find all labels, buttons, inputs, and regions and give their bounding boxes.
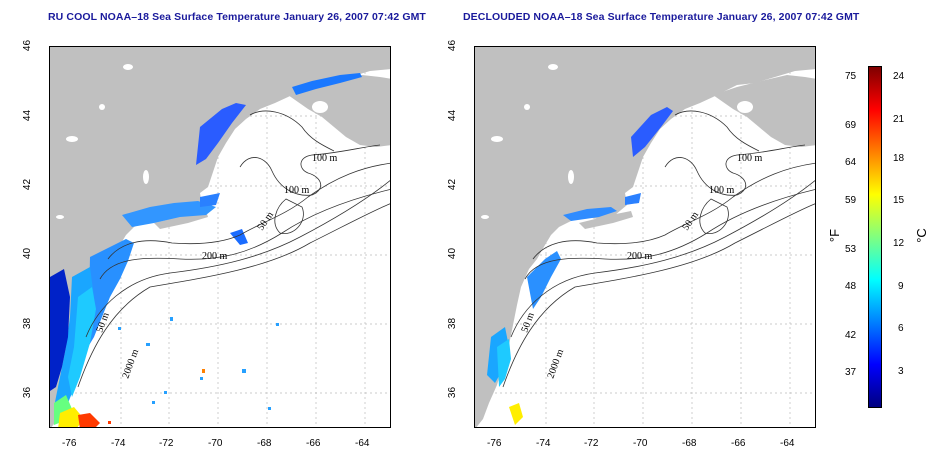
x-tick-label: -76: [487, 438, 502, 449]
y-tick-label: 40: [22, 247, 34, 260]
f-tick-label: 48: [845, 281, 857, 292]
contour-label: 200 m: [202, 251, 228, 262]
fahrenheit-unit-label: °F: [827, 228, 843, 243]
x-tick-label: -66: [731, 438, 746, 449]
x-tick-label: -74: [111, 438, 126, 449]
x-tick-label: -64: [355, 438, 370, 449]
f-tick-label: 69: [845, 120, 857, 131]
y-tick-label: 44: [447, 109, 459, 122]
contour-label: 2000 m: [545, 348, 566, 380]
y-tick-label: 36: [447, 386, 459, 399]
x-tick-label: -70: [208, 438, 223, 449]
right-map-title: DECLOUDED NOAA–18 Sea Surface Temperatur…: [463, 11, 860, 23]
x-tick-label: -72: [159, 438, 174, 449]
y-tick-label: 42: [447, 178, 459, 191]
x-tick-label: -68: [257, 438, 272, 449]
right-map-svg: 100 m 100 m 50 m 200 m 50 m 2000 m: [475, 47, 815, 427]
f-tick-label: 53: [845, 244, 857, 255]
y-tick-label: 46: [447, 39, 459, 52]
y-tick-label: 38: [447, 317, 459, 330]
y-tick-label: 42: [22, 178, 34, 191]
left-nova-scotia: [288, 75, 390, 147]
y-tick-label: 44: [22, 109, 34, 122]
x-tick-label: -76: [62, 438, 77, 449]
left-map-title: RU COOL NOAA–18 Sea Surface Temperature …: [48, 11, 426, 23]
x-tick-label: -66: [306, 438, 321, 449]
x-tick-label: -70: [633, 438, 648, 449]
left-lakes: [56, 64, 328, 219]
f-tick-label: 64: [845, 157, 857, 168]
c-tick-label: 9: [898, 281, 904, 292]
c-tick-label: 3: [898, 366, 904, 377]
right-long-island: [579, 211, 633, 229]
y-tick-label: 40: [447, 247, 459, 260]
c-tick-label: 18: [893, 153, 905, 164]
c-tick-label: 24: [893, 71, 905, 82]
celsius-unit-label: °C: [913, 228, 929, 243]
x-tick-label: -64: [780, 438, 795, 449]
contour-label: 100 m: [312, 153, 338, 164]
y-tick-label: 36: [22, 386, 34, 399]
x-tick-label: -68: [682, 438, 697, 449]
c-tick-label: 6: [898, 323, 904, 334]
contour-label: 100 m: [709, 185, 735, 196]
left-map-svg: 100 m 100 m 50 m 200 m 50 m 2000 m: [50, 47, 390, 427]
left-map-panel: 100 m 100 m 50 m 200 m 50 m 2000 m: [49, 46, 391, 428]
right-lakes: [481, 64, 753, 219]
y-tick-label: 38: [22, 317, 34, 330]
right-nova-scotia: [713, 75, 815, 147]
contour-label: 100 m: [284, 185, 310, 196]
f-tick-label: 42: [845, 330, 857, 341]
contour-label: 200 m: [627, 251, 653, 262]
right-contours: [502, 110, 815, 388]
x-tick-label: -72: [584, 438, 599, 449]
right-map-panel: 100 m 100 m 50 m 200 m 50 m 2000 m: [474, 46, 816, 428]
left-sst-data: [50, 73, 362, 427]
f-tick-label: 59: [845, 195, 857, 206]
y-tick-label: 46: [22, 39, 34, 52]
c-tick-label: 15: [893, 195, 905, 206]
f-tick-label: 75: [845, 71, 857, 82]
contour-label: 50 m: [255, 210, 276, 233]
x-tick-label: -74: [536, 438, 551, 449]
contour-label: 2000 m: [120, 348, 141, 380]
contour-label: 50 m: [519, 311, 536, 334]
c-tick-label: 21: [893, 114, 905, 125]
f-tick-label: 37: [845, 367, 857, 378]
c-tick-label: 12: [893, 238, 905, 249]
left-contours: [77, 110, 390, 388]
left-land: [50, 47, 390, 427]
contour-label: 100 m: [737, 153, 763, 164]
temperature-colorbar: [868, 66, 882, 408]
right-land: [475, 47, 815, 427]
right-sst-data: [487, 107, 673, 425]
contour-label: 50 m: [680, 210, 701, 233]
